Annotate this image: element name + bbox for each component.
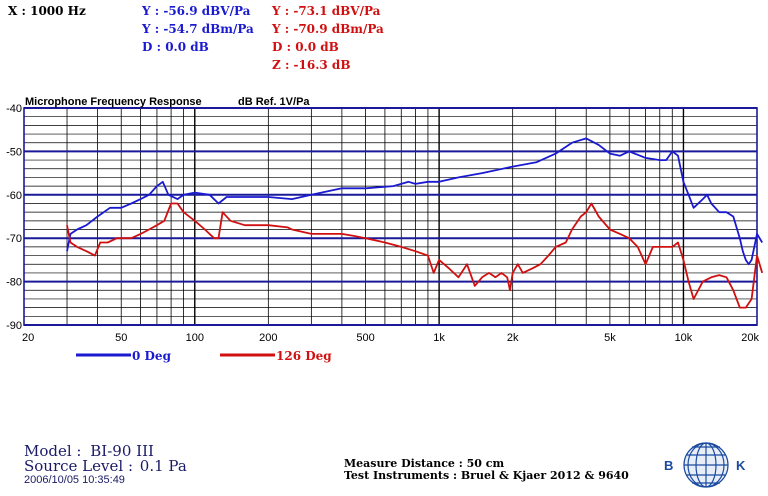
chart-title: Microphone Frequency Response <box>25 96 202 108</box>
measure-distance: Measure Distance : 50 cm <box>344 457 505 470</box>
series-line-1 <box>66 202 764 309</box>
x-tick-label: 2k <box>507 332 519 344</box>
x-tick-label: 1k <box>433 332 445 344</box>
y-tick-label: -40 <box>6 103 22 115</box>
bk-logo-letter-b: B <box>664 458 673 473</box>
readout-blue-dbv: Y : -56.9 dBV/Pa <box>142 4 251 18</box>
readout-blue-d: D : 0.0 dB <box>142 40 209 54</box>
x-tick-label: 100 <box>186 332 204 344</box>
plot-frame <box>23 107 758 326</box>
y-tick-label: -60 <box>6 190 22 202</box>
bk-logo-letter-k: K <box>736 458 746 473</box>
readout-x: X : 1000 Hz <box>8 4 86 18</box>
legend: 0 Deg 126 Deg <box>76 349 332 363</box>
y-tick-labels: -40 -50 -60 -70 -80 -90 <box>6 103 22 332</box>
source-level-line: Source Level : 0.1 Pa <box>24 457 187 475</box>
model-line: Model : BI-90 III <box>24 442 154 460</box>
readout-red-dbv: Y : -73.1 dBV/Pa <box>272 4 381 18</box>
series-line-0 <box>66 137 763 266</box>
x-tick-label: 200 <box>259 332 277 344</box>
y-axis-label: dB Ref. 1V/Pa <box>238 96 310 108</box>
series-lines <box>66 137 764 309</box>
y-tick-label: -50 <box>6 146 22 158</box>
model-label: Model : <box>24 442 82 460</box>
x-tick-label: 50 <box>115 332 127 344</box>
x-tick-label: 20k <box>741 332 759 344</box>
readout-red-z: Z : -16.3 dB <box>272 58 351 72</box>
readout-red-dbm: Y : -70.9 dBm/Pa <box>272 22 384 36</box>
x-tick-label: 5k <box>604 332 616 344</box>
source-value: 0.1 Pa <box>139 457 187 475</box>
frequency-response-chart: -40 -50 -60 -70 -80 -90 20 50 100 200 500 1k 2k 5k 10… <box>6 96 764 363</box>
legend-label: 0 Deg <box>132 349 172 363</box>
source-label: Source Level : <box>24 457 133 475</box>
bk-logo: B K <box>664 442 746 488</box>
readout-red-d: D : 0.0 dB <box>272 40 339 54</box>
y-tick-label: -90 <box>6 320 22 332</box>
y-tick-label: -70 <box>6 233 22 245</box>
test-instruments: Test Instruments : Bruel & Kjaer 2012 & … <box>344 469 629 482</box>
model-value: BI-90 III <box>90 442 154 460</box>
x-tick-labels: 20 50 100 200 500 1k 2k 5k 10k 20k <box>22 332 759 344</box>
x-tick-label: 20 <box>22 332 34 344</box>
legend-label: 126 Deg <box>276 349 332 363</box>
readout-blue-dbm: Y : -54.7 dBm/Pa <box>142 22 254 36</box>
timestamp: 2006/10/05 10:35:49 <box>24 474 125 486</box>
y-tick-label: -80 <box>6 277 22 289</box>
x-tick-label: 10k <box>675 332 693 344</box>
x-tick-label: 500 <box>356 332 374 344</box>
chart-grid <box>23 107 758 326</box>
